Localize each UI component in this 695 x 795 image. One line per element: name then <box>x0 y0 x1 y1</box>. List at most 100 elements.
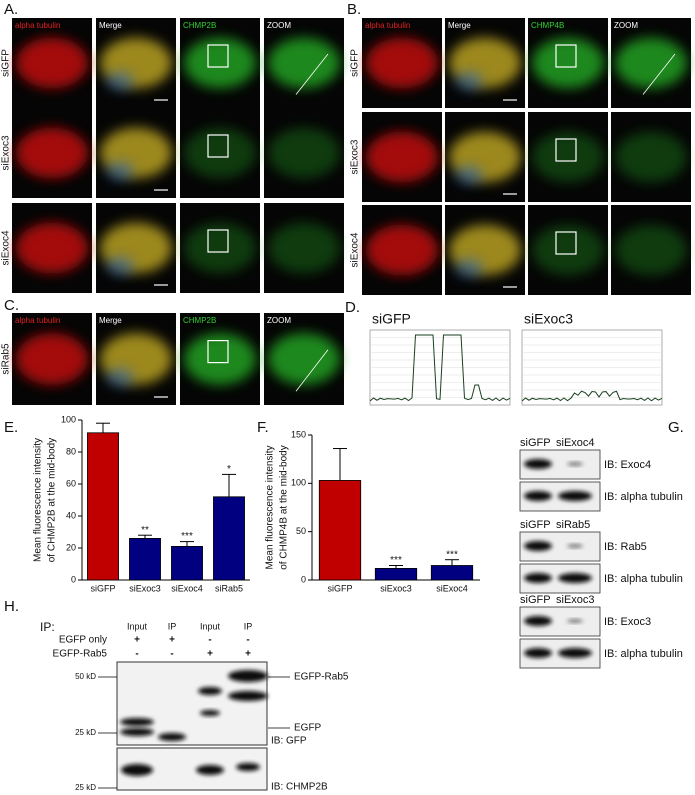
lane-label: siGFP <box>520 437 551 449</box>
blot-label: IB: GFP <box>271 736 307 747</box>
panel-label: D. <box>345 299 360 316</box>
panel-label: C. <box>4 297 19 314</box>
condition-mark: - <box>135 649 138 660</box>
zoom-box <box>555 231 577 255</box>
band <box>524 491 552 501</box>
row-label: siExoc4 <box>1 230 12 265</box>
profile-line <box>295 349 329 392</box>
plot-title: siExoc3 <box>524 311 573 327</box>
column-label: Merge <box>448 21 471 30</box>
nucleus <box>106 161 134 181</box>
condition-label: EGFP only <box>59 635 107 646</box>
lane-label: Input <box>127 621 148 631</box>
band <box>567 462 583 466</box>
x-tick-label: siRab5 <box>215 583 243 593</box>
y-tick-label: 50 <box>296 526 306 536</box>
lane-label: Input <box>200 621 221 631</box>
band <box>228 670 268 682</box>
nucleus <box>455 258 483 278</box>
condition-mark: - <box>170 649 173 660</box>
y-tick-label: 150 <box>291 429 306 439</box>
band <box>524 459 552 469</box>
band-label: IB: alpha tubulin <box>604 573 683 585</box>
band <box>558 573 592 583</box>
plot-title: siGFP <box>372 311 411 327</box>
column-label: alpha tubulin <box>15 21 60 30</box>
y-axis-title: of CHMP2B at the mid-body <box>47 438 58 563</box>
band <box>558 648 592 658</box>
lane-label: siExoc4 <box>556 437 595 449</box>
lane-label: siExoc3 <box>556 594 595 606</box>
band <box>121 764 153 776</box>
x-tick-label: siGFP <box>90 583 115 593</box>
bar <box>318 480 362 581</box>
cell-signal <box>532 224 604 276</box>
column-label: alpha tubulin <box>365 21 410 30</box>
y-tick-label: 80 <box>66 446 76 456</box>
condition-mark: + <box>207 649 213 660</box>
row-label: siExoc3 <box>1 135 12 170</box>
band <box>200 710 220 716</box>
nucleus <box>455 71 483 91</box>
profile-line <box>369 334 511 402</box>
y-tick-label: 60 <box>66 478 76 488</box>
blot-label: IB: CHMP2B <box>271 782 328 793</box>
bar <box>213 496 245 581</box>
column-label: ZOOM <box>267 316 291 325</box>
band-label: IB: Exoc3 <box>604 616 651 628</box>
column-label: CHMP2B <box>183 21 216 30</box>
band <box>524 541 552 551</box>
column-label: ZOOM <box>614 21 638 30</box>
band <box>558 491 592 501</box>
panel-label: G. <box>668 419 684 436</box>
lane-label: siGFP <box>520 594 551 606</box>
y-tick-label: 100 <box>61 414 76 424</box>
band <box>567 544 583 548</box>
lane-label: IP <box>244 621 253 631</box>
cell-signal <box>366 37 438 89</box>
y-tick-label: 0 <box>301 574 306 584</box>
y-axis-title: of CHMP4B at the mid-body <box>279 445 290 570</box>
cell-signal <box>615 131 687 183</box>
cell-signal <box>268 333 340 385</box>
significance: *** <box>446 549 458 560</box>
lane-label: siRab5 <box>556 519 590 531</box>
cell-signal <box>16 37 88 89</box>
nucleus <box>106 71 134 91</box>
significance: ** <box>141 525 149 536</box>
zoom-box <box>555 138 577 162</box>
panel-label: F. <box>257 419 269 436</box>
row-label: siExoc3 <box>350 139 361 174</box>
marker-label: 25 kD <box>75 783 96 792</box>
cell-signal <box>615 37 687 89</box>
nucleus <box>106 256 134 276</box>
bar <box>374 568 418 581</box>
zoom-box <box>207 340 229 364</box>
band <box>120 728 154 736</box>
panel-label: A. <box>4 1 18 18</box>
cell-signal <box>532 37 604 89</box>
x-tick-label: siExoc3 <box>129 583 161 593</box>
y-tick-label: 40 <box>66 510 76 520</box>
marker-label: 50 kD <box>75 672 96 681</box>
y-tick-label: 0 <box>71 574 76 584</box>
cell-signal <box>268 37 340 89</box>
condition-mark: - <box>246 635 249 646</box>
x-tick-label: siExoc3 <box>380 583 412 593</box>
x-tick-label: siExoc4 <box>171 583 203 593</box>
cell-signal <box>184 333 256 385</box>
cell-signal <box>532 131 604 183</box>
y-tick-label: 100 <box>291 478 306 488</box>
condition-mark: + <box>134 635 140 646</box>
cell-signal <box>16 333 88 385</box>
y-axis-title: Mean fluorescence intensity <box>265 446 276 570</box>
condition-mark: + <box>169 635 175 646</box>
column-label: ZOOM <box>267 21 291 30</box>
band-label: IB: alpha tubulin <box>604 491 683 503</box>
band <box>524 573 552 583</box>
band-label: IB: Exoc4 <box>604 459 651 471</box>
zoom-box <box>555 44 577 68</box>
cell-signal <box>615 224 687 276</box>
zoom-box <box>207 134 229 158</box>
